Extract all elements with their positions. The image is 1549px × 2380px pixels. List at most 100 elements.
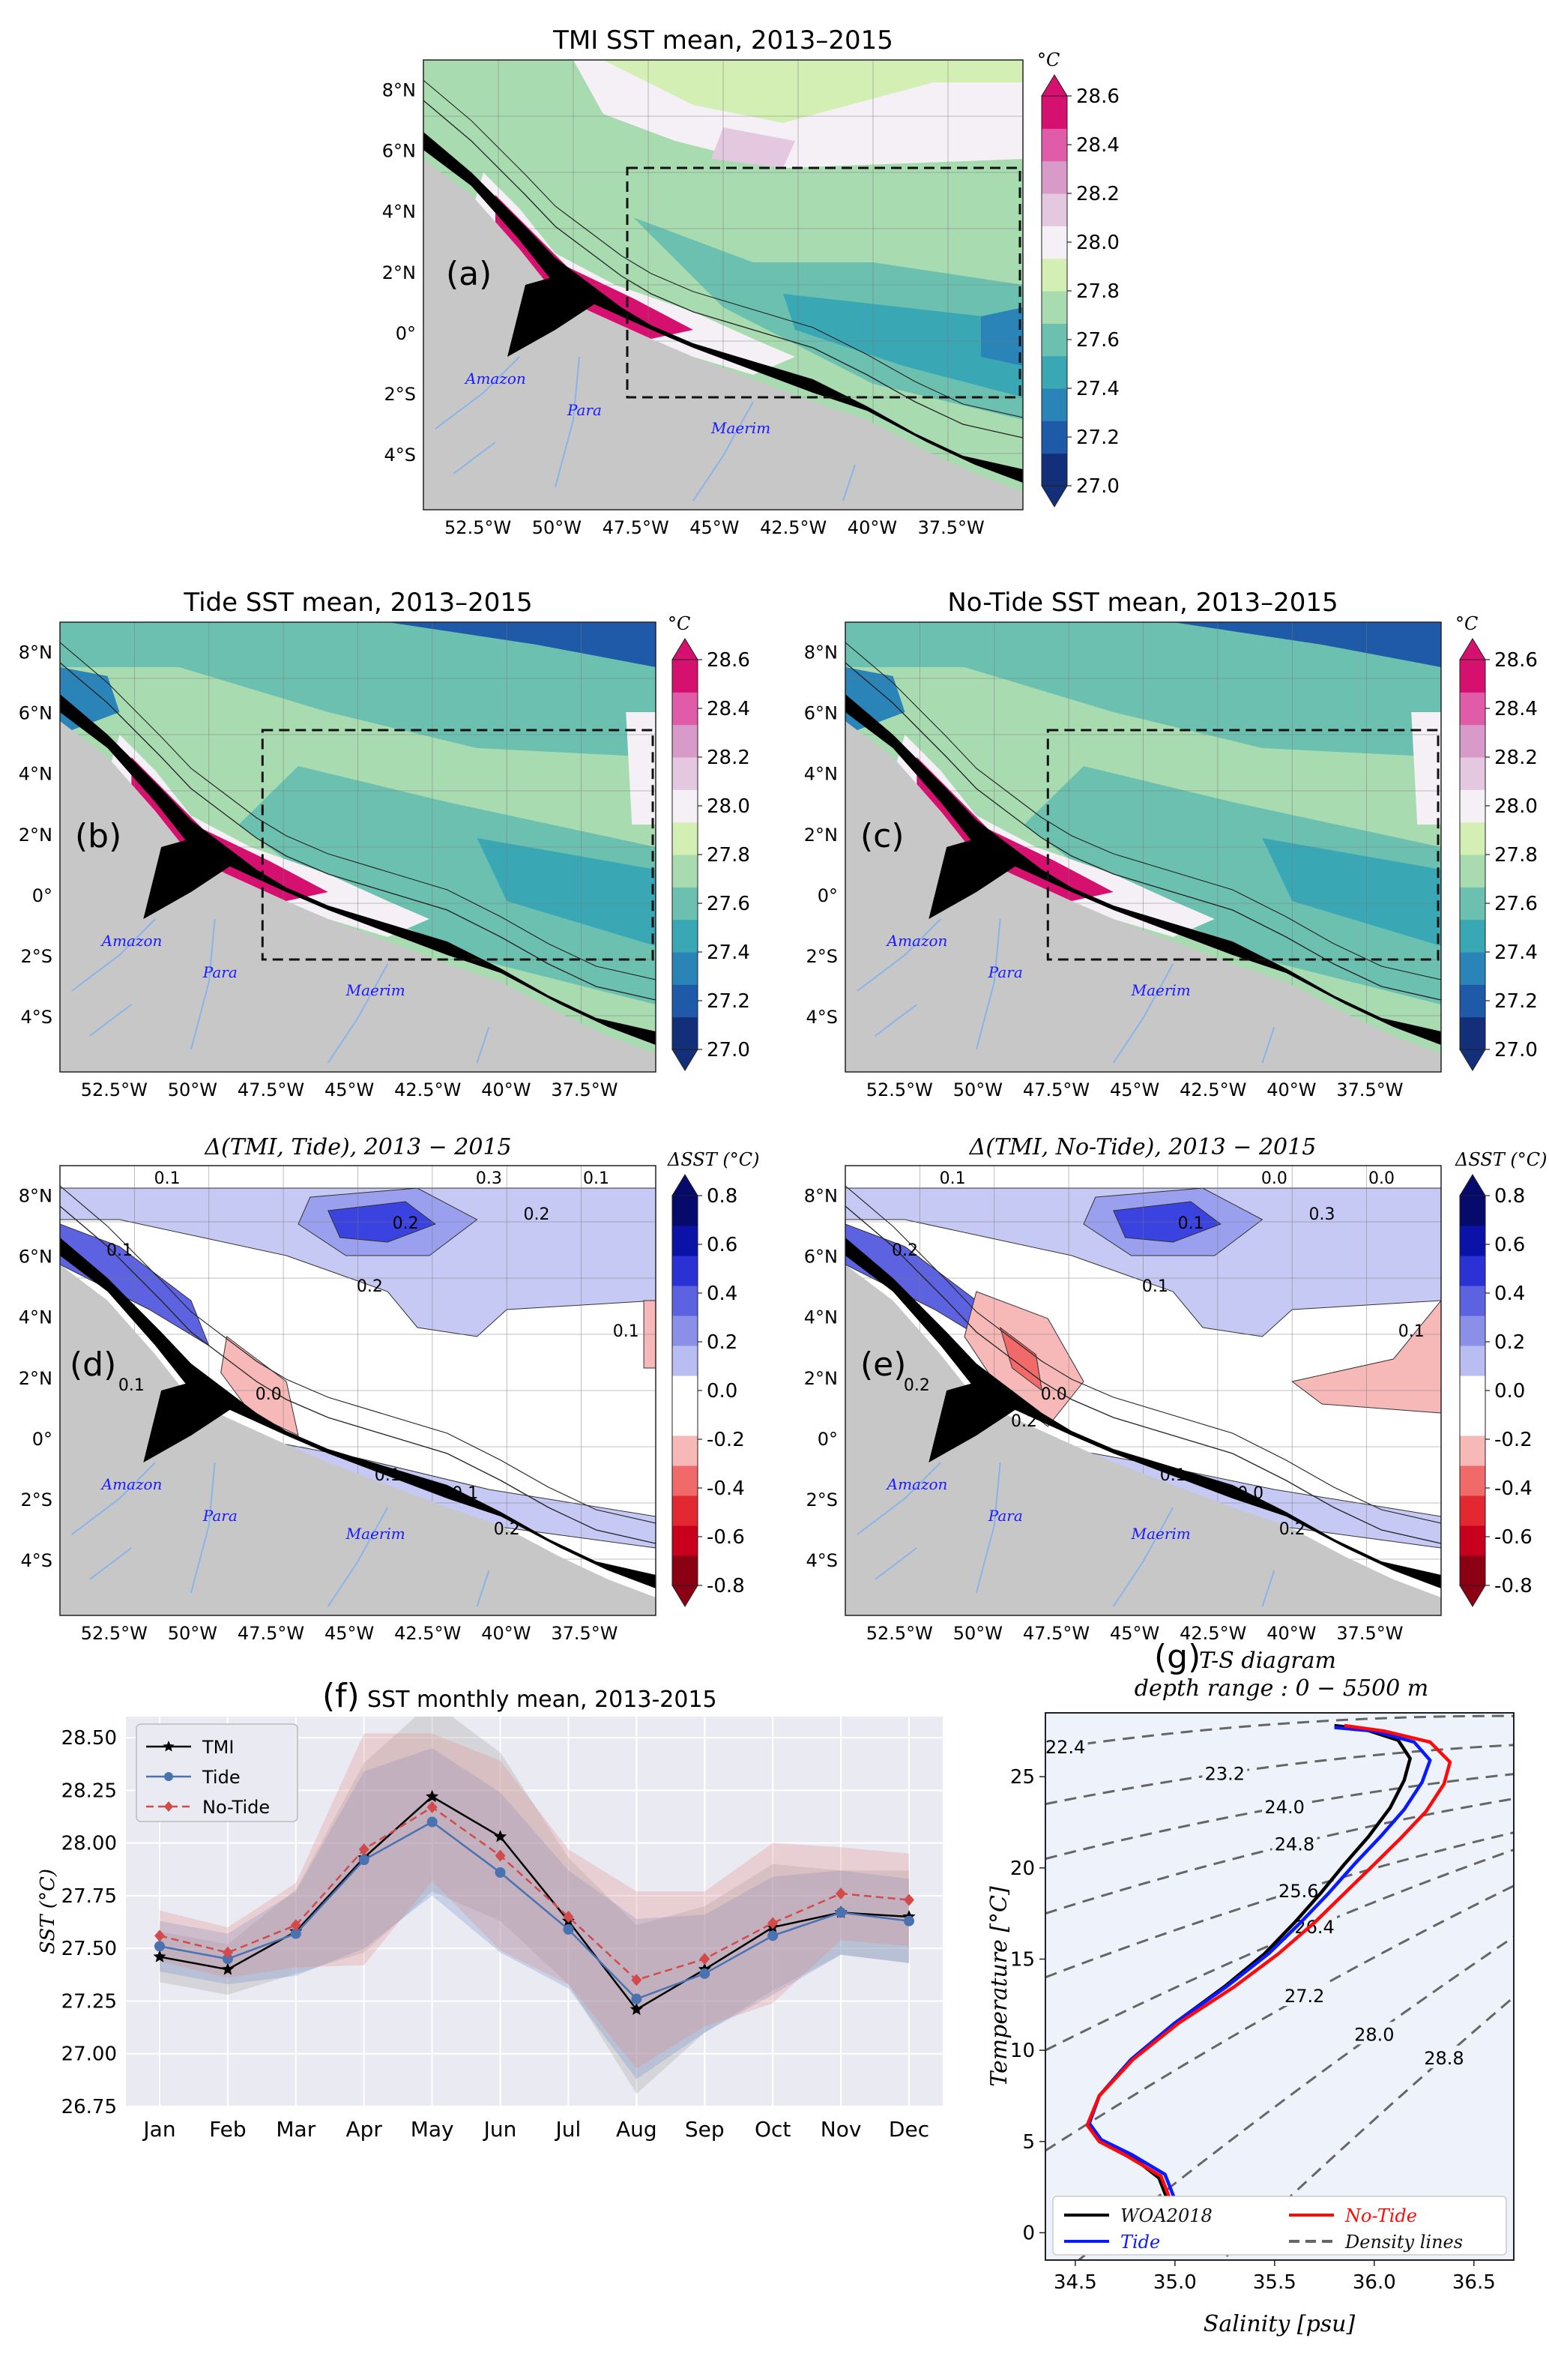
chart-f-xtick-label: Jun [483, 2117, 517, 2142]
colorbar-swatch [1460, 789, 1485, 823]
sst-region-blue [981, 307, 1023, 366]
colorbar-tick-label: 27.4 [1494, 942, 1538, 964]
map-frame [845, 1165, 1442, 1616]
map-xtick-label: 50°W [168, 1079, 217, 1100]
colorbar-swatch [1042, 96, 1067, 129]
chart-g-ylabel: Temperature [°C] [986, 1886, 1012, 2087]
chart-g-legend-label: Density lines [1344, 2232, 1463, 2253]
chart-f-point-tide [699, 1968, 710, 1979]
chart-f-ylabel: SST (°C) [37, 1869, 59, 1954]
panel-d-content [60, 1166, 656, 1615]
chart-g-density-line [1045, 1714, 1514, 1751]
contour-label: 0.1 [452, 1484, 478, 1503]
sst-coastal-pink [917, 757, 1114, 901]
river-label-para: Para [202, 963, 238, 981]
chart-g-density-label: 24.0 [1264, 1797, 1304, 1818]
colorbar-tick-label: 28.4 [707, 698, 750, 720]
chart-f-xtick-label: Feb [209, 2117, 247, 2142]
map-frame [845, 621, 1442, 1073]
colorbar-tick-label: 28.0 [707, 795, 750, 818]
sst-region-blue [387, 622, 656, 667]
chart-f-point-notide [426, 1801, 438, 1813]
chart-g-density-label: 27.2 [1284, 1986, 1324, 2007]
colorbar-swatch [672, 1465, 698, 1496]
colorbar-tick-label: 0.4 [1494, 1283, 1525, 1305]
amazon-estuary [143, 834, 239, 919]
contour-label: 0.0 [256, 1385, 282, 1404]
chart-f-legend-box [136, 1723, 298, 1822]
chart-g-legend-box [1052, 2196, 1507, 2256]
map-ytick-label: 2°S [806, 1489, 838, 1510]
isobath-line-outer [845, 1185, 1441, 1524]
map-xtick-label: 45°W [1110, 1623, 1159, 1644]
contour-label: 0.2 [357, 1277, 383, 1296]
river-label-para: Para [988, 1507, 1023, 1525]
river-line [71, 1462, 156, 1535]
colorbar-tick-label: 0.8 [1494, 1185, 1525, 1208]
river-line [692, 401, 754, 501]
isobath-line-outer [60, 642, 656, 980]
colorbar-tick-label: 27.6 [1076, 329, 1120, 352]
colorbar-tick-label: 27.2 [707, 990, 750, 1013]
sst-region-teal-3 [1262, 838, 1441, 946]
chart-g-density-line [1045, 1831, 1514, 1979]
map-ytick-label: 0° [32, 885, 52, 906]
isobath-line-outer [423, 79, 1023, 418]
chart-f-ytick-label: 27.75 [61, 1885, 117, 1908]
chart-f-ytick-label: 28.00 [61, 1833, 117, 1855]
colorbar-sst-a: 27.0 27.2 27.4 27.6 27.8 28.0 28.2 28.4 28.6 °C [1037, 49, 1120, 507]
map-ytick-label: 0° [818, 885, 838, 906]
map-ytick-label: 4°S [806, 1550, 838, 1571]
colorbar-swatch [1042, 323, 1067, 357]
map-ytick-label: 0° [818, 1429, 838, 1450]
colorbar-tick-label: 28.2 [707, 747, 750, 769]
river-label-amazon: Amazon [100, 932, 163, 950]
contour-label: 0.1 [613, 1322, 639, 1341]
river-label-amazon: Amazon [100, 1475, 163, 1493]
map-xtick-label: 40°W [481, 1079, 531, 1100]
sst-coastal-white [471, 172, 795, 375]
map-ytick-label: 4°S [806, 1007, 838, 1028]
colorbar-sst-c: 27.0 27.2 27.4 27.6 27.8 28.0 28.2 28.4 28.6 °C [1455, 613, 1538, 1071]
chart-f-title: SST monthly mean, 2013-2015 [367, 1687, 717, 1713]
panel-d-delta-tide-map: Amazon Para Maerim 52.5°W 50°W 47.5°W 45°W 42.5… [19, 1165, 656, 1644]
panel-a-title: TMI SST mean, 2013–2015 [552, 25, 893, 55]
map-ytick-label: 2°S [20, 946, 52, 967]
river-label-maerim: Maerim [1131, 1525, 1191, 1543]
colorbar-tick-label: 27.4 [1076, 378, 1120, 400]
river-line [975, 1462, 1001, 1594]
river-line [1112, 1507, 1174, 1607]
colorbar-max-arrow [1459, 1174, 1486, 1196]
amazon-estuary [929, 1377, 1024, 1462]
colorbar-swatch [672, 1016, 698, 1050]
colorbar-max-arrow [1459, 638, 1486, 660]
contour-label: 0.1 [1142, 1277, 1168, 1296]
chart-g-density-label: 28.0 [1354, 2024, 1394, 2045]
chart-g-ytick-label: 5 [1022, 2131, 1035, 2154]
river-line [1261, 1026, 1275, 1064]
chart-g-legend: WOA2018 Tide No-Tide Density lines [1052, 2196, 1507, 2256]
chart-g-ytick-label: 15 [1010, 1949, 1035, 1971]
chart-f-xtick-label: Mar [276, 2117, 315, 2142]
map-ytick-label: 2°N [804, 1368, 838, 1389]
chart-g-density-label-bg [1421, 2045, 1467, 2068]
colorbar-tick-label: 27.0 [1494, 1039, 1538, 1061]
chart-f-legend-marker [163, 1741, 175, 1752]
colorbar-swatch [1460, 1435, 1485, 1466]
chart-g-density-label: 28.8 [1424, 2048, 1464, 2069]
map-ytick-label: 4°N [804, 764, 838, 785]
map-xtick-label: 45°W [689, 517, 739, 538]
chart-f-point-tmi [426, 1789, 439, 1803]
map-ytick-label: 6°N [19, 703, 52, 724]
colorbar-unit: °C [1037, 49, 1060, 70]
chart-f-xtick-label: Jul [555, 2117, 582, 2142]
colorbar-min-arrow [1459, 1049, 1486, 1071]
map-xtick-label: 42.5°W [760, 517, 827, 538]
colorbar-swatch [1460, 1406, 1485, 1436]
colorbar-unit: °C [1455, 613, 1478, 634]
river-label-para: Para [567, 401, 602, 419]
map-ytick-label: 0° [32, 1429, 52, 1450]
river-line [476, 1570, 490, 1607]
chart-f-point-notide [836, 1888, 847, 1900]
river-line [476, 1026, 490, 1064]
